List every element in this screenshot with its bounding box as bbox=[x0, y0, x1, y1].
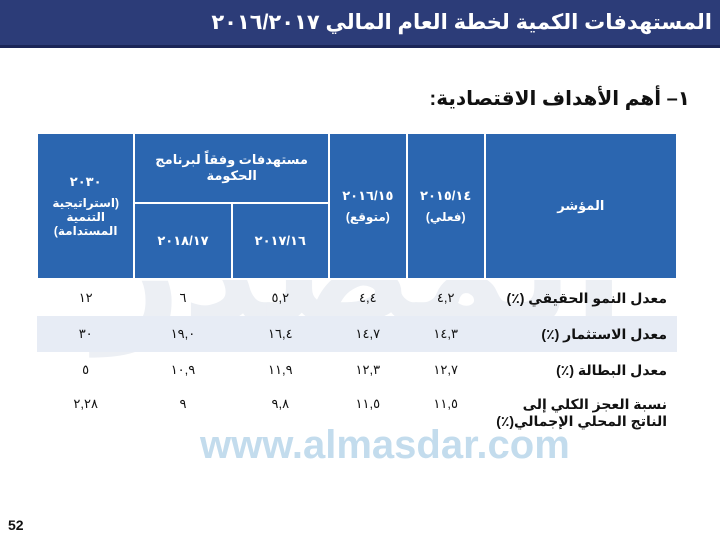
header-fy1415-note: (فعلي) bbox=[425, 210, 466, 224]
header-fy1617: ٢٠١٧/١٦ bbox=[230, 202, 330, 280]
cell-fy1718: ١٠,٩ bbox=[170, 362, 196, 377]
cell-fy1415: ١٢,٧ bbox=[433, 362, 458, 377]
cell-fy1415: ٤,٢ bbox=[436, 290, 455, 305]
cell-fy1617: ١١,٩ bbox=[268, 362, 293, 377]
cell-fy1516: ١١,٥ bbox=[355, 396, 381, 411]
table-row: معدل الاستثمار (٪) ١٤,٣ ١٤,٧ ١٦,٤ ١٩,٠ ٣… bbox=[37, 316, 677, 352]
cell-fy1617: ٩,٨ bbox=[271, 396, 290, 411]
targets-table: المؤشر ٢٠١٥/١٤ (فعلي) ٢٠١٦/١٥ (متوقع) مس… bbox=[35, 132, 679, 448]
header-fy1415-year: ٢٠١٥/١٤ bbox=[420, 188, 472, 203]
cell-2030: ١٢ bbox=[78, 290, 93, 305]
row-indicator: معدل البطالة (٪) bbox=[556, 361, 667, 378]
cell-fy1718: ٩ bbox=[179, 396, 187, 411]
page-number: 52 bbox=[8, 517, 24, 533]
section-heading: ١– أهم الأهداف الاقتصادية: bbox=[429, 88, 690, 110]
header-2030-year: ٢٠٣٠ bbox=[69, 174, 102, 189]
cell-2030: ٢,٢٨ bbox=[73, 396, 98, 411]
header-2030-note: (استراتيجية التنمية المستدامة) bbox=[52, 196, 119, 238]
header-fy1516-note: (متوقع) bbox=[345, 210, 390, 224]
table-row: معدل البطالة (٪) ١٢,٧ ١٢,٣ ١١,٩ ١٠,٩ ٥ bbox=[37, 352, 677, 388]
slide-title: المستهدفات الكمية لخطة العام المالي ٢٠١٦… bbox=[211, 11, 712, 34]
table-row: نسبة العجز الكلي إلى الناتج المحلي الإجم… bbox=[37, 388, 677, 448]
header-fy1718: ٢٠١٨/١٧ bbox=[133, 202, 233, 280]
cell-fy1718: ١٩,٠ bbox=[134, 316, 232, 352]
header-2030: ٢٠٣٠ (استراتيجية التنمية المستدامة) bbox=[35, 132, 136, 280]
header-fy1516-year: ٢٠١٦/١٥ bbox=[342, 188, 394, 203]
row-indicator: معدل النمو الحقيقي (٪) bbox=[506, 289, 667, 306]
table-row: معدل النمو الحقيقي (٪) ٤,٢ ٤,٤ ٥,٢ ٦ ١٢ bbox=[37, 279, 677, 316]
header-indicator: المؤشر bbox=[483, 132, 679, 280]
cell-fy1718: ٦ bbox=[179, 290, 187, 305]
cell-fy1617: ٥,٢ bbox=[271, 290, 290, 305]
cell-fy1516: ٤,٤ bbox=[359, 290, 377, 305]
cell-fy1415: ١٤,٣ bbox=[406, 316, 485, 352]
slide-title-bar: المستهدفات الكمية لخطة العام المالي ٢٠١٦… bbox=[0, 0, 720, 48]
cell-fy1516: ١٢,٣ bbox=[355, 362, 381, 377]
row-indicator: معدل الاستثمار (٪) bbox=[484, 316, 677, 352]
cell-2030: ٣٠ bbox=[37, 316, 135, 352]
header-fy1516: ٢٠١٦/١٥ (متوقع) bbox=[327, 132, 408, 280]
header-program-group: مستهدفات وفقاً لبرنامج الحكومة bbox=[133, 132, 330, 204]
cell-fy1516: ١٤,٧ bbox=[328, 316, 407, 352]
header-fy1415: ٢٠١٥/١٤ (فعلي) bbox=[405, 132, 486, 280]
cell-fy1415: ١١,٥ bbox=[433, 396, 458, 411]
cell-2030: ٥ bbox=[82, 362, 90, 377]
row-indicator: نسبة العجز الكلي إلى الناتج المحلي الإجم… bbox=[496, 396, 667, 429]
cell-fy1617: ١٦,٤ bbox=[231, 316, 329, 352]
